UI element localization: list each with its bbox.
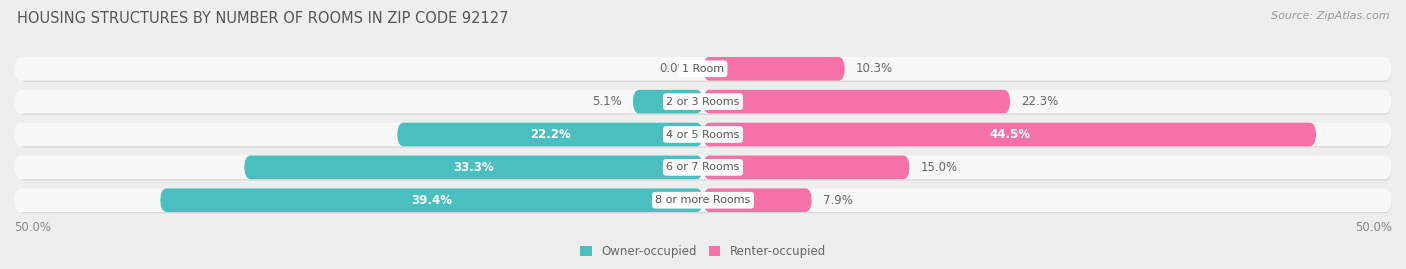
FancyBboxPatch shape — [14, 155, 1392, 179]
FancyBboxPatch shape — [245, 155, 703, 179]
Text: 8 or more Rooms: 8 or more Rooms — [655, 195, 751, 205]
FancyBboxPatch shape — [703, 90, 1011, 114]
FancyBboxPatch shape — [14, 188, 1392, 212]
Text: 10.3%: 10.3% — [856, 62, 893, 75]
Text: 22.3%: 22.3% — [1021, 95, 1059, 108]
FancyBboxPatch shape — [18, 123, 1392, 148]
Text: 4 or 5 Rooms: 4 or 5 Rooms — [666, 129, 740, 140]
Text: 2 or 3 Rooms: 2 or 3 Rooms — [666, 97, 740, 107]
FancyBboxPatch shape — [703, 188, 811, 212]
Text: 15.0%: 15.0% — [921, 161, 957, 174]
Text: 7.9%: 7.9% — [823, 194, 853, 207]
FancyBboxPatch shape — [14, 123, 1392, 146]
Text: 6 or 7 Rooms: 6 or 7 Rooms — [666, 162, 740, 172]
Text: 22.2%: 22.2% — [530, 128, 571, 141]
Text: 5.1%: 5.1% — [592, 95, 621, 108]
FancyBboxPatch shape — [14, 90, 1392, 114]
FancyBboxPatch shape — [633, 90, 703, 114]
Text: 50.0%: 50.0% — [1355, 221, 1392, 233]
FancyBboxPatch shape — [703, 155, 910, 179]
FancyBboxPatch shape — [18, 189, 1392, 213]
Text: 1 Room: 1 Room — [682, 64, 724, 74]
Text: 33.3%: 33.3% — [453, 161, 494, 174]
Text: HOUSING STRUCTURES BY NUMBER OF ROOMS IN ZIP CODE 92127: HOUSING STRUCTURES BY NUMBER OF ROOMS IN… — [17, 11, 509, 26]
FancyBboxPatch shape — [18, 58, 1392, 82]
FancyBboxPatch shape — [703, 57, 845, 81]
Text: 44.5%: 44.5% — [988, 128, 1031, 141]
Text: Source: ZipAtlas.com: Source: ZipAtlas.com — [1271, 11, 1389, 21]
Text: 39.4%: 39.4% — [411, 194, 453, 207]
Legend: Owner-occupied, Renter-occupied: Owner-occupied, Renter-occupied — [575, 240, 831, 263]
FancyBboxPatch shape — [703, 123, 1316, 146]
FancyBboxPatch shape — [396, 123, 703, 146]
Text: 0.0%: 0.0% — [659, 62, 689, 75]
FancyBboxPatch shape — [14, 57, 1392, 81]
Text: 50.0%: 50.0% — [14, 221, 51, 233]
FancyBboxPatch shape — [18, 156, 1392, 180]
FancyBboxPatch shape — [160, 188, 703, 212]
FancyBboxPatch shape — [18, 90, 1392, 115]
